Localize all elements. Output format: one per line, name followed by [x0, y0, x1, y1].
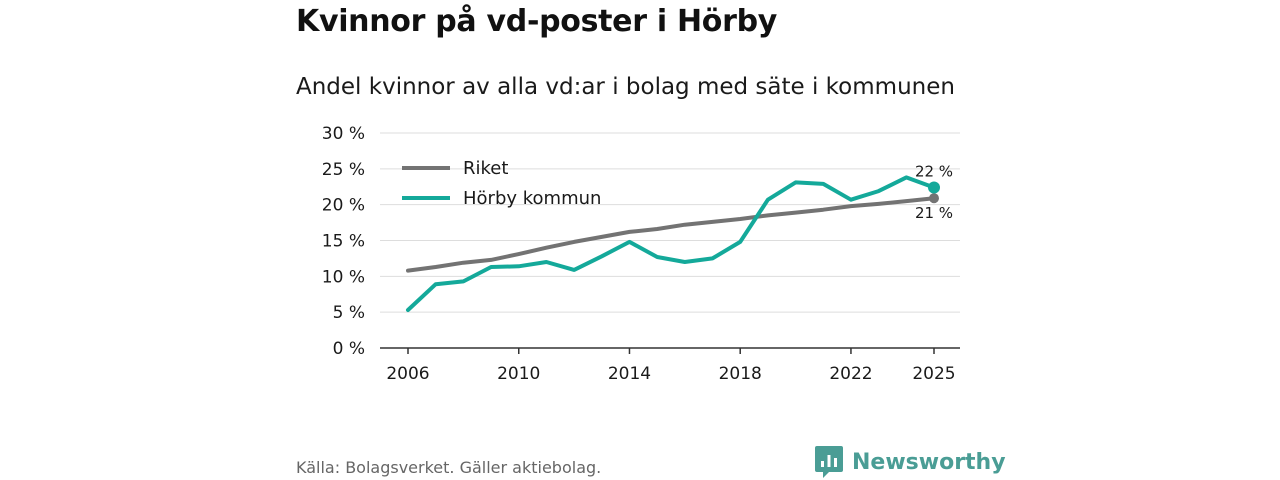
- series-lines: [406, 175, 940, 312]
- chart-subtitle: Andel kvinnor av alla vd:ar i bolag med …: [296, 74, 955, 100]
- series-line-horby[interactable]: [406, 175, 936, 312]
- legend[interactable]: Riket Hörby kommun: [402, 158, 601, 209]
- end-point-riket[interactable]: [929, 193, 939, 204]
- legend-label[interactable]: Riket: [463, 158, 508, 179]
- source-note: Källa: Bolagsverket. Gäller aktiebolag.: [296, 458, 602, 477]
- end-point-horby[interactable]: [928, 181, 940, 194]
- y-axis: 0 % 5 % 10 % 15 % 20 % 25 % 30 %: [322, 124, 365, 359]
- brand-name: Newsworthy: [852, 449, 1006, 475]
- y-tick-label: 25 %: [322, 160, 365, 180]
- end-label-riket: 21 %: [915, 204, 953, 222]
- y-tick-label: 0 %: [333, 339, 365, 359]
- legend-label[interactable]: Hörby kommun: [463, 188, 601, 209]
- series-line-riket[interactable]: [406, 196, 936, 273]
- x-tick-label: 2018: [719, 364, 762, 384]
- brand-logo[interactable]: Newsworthy: [815, 446, 1006, 478]
- x-axis: 2006 2010 2014 2018 2022 2025: [380, 347, 960, 384]
- y-tick-label: 30 %: [322, 124, 365, 144]
- y-tick-label: 10 %: [322, 267, 365, 287]
- x-tick-label: 2010: [497, 364, 540, 384]
- x-tick-label: 2025: [912, 364, 955, 384]
- newsworthy-logo-icon: [815, 446, 843, 478]
- chart-title: Kvinnor på vd-poster i Hörby: [296, 4, 778, 39]
- y-tick-label: 15 %: [322, 232, 365, 252]
- end-label-horby: 22 %: [915, 162, 953, 180]
- x-tick-label: 2014: [608, 364, 651, 384]
- x-tick-label: 2006: [386, 364, 429, 384]
- end-labels: 22 % 21 %: [915, 162, 953, 222]
- x-tick-label: 2022: [829, 364, 872, 384]
- y-tick-label: 20 %: [322, 196, 365, 216]
- y-tick-label: 5 %: [333, 303, 365, 323]
